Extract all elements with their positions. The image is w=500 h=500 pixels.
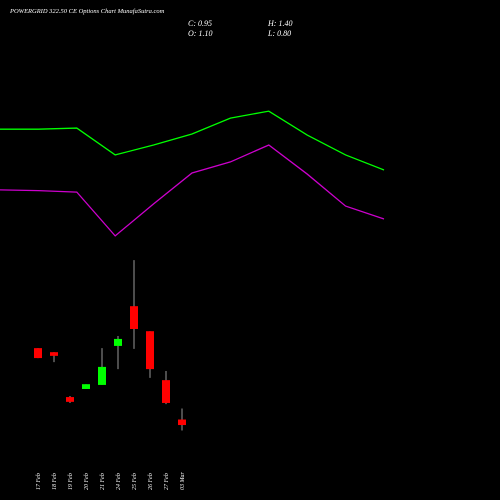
chart-title: POWERGRID 322.50 CE Options Chart Munafa… bbox=[9, 8, 165, 15]
x-tick-label: 24 Feb bbox=[115, 473, 122, 490]
candle-body bbox=[178, 419, 186, 426]
candle-body bbox=[34, 348, 42, 359]
x-tick-label: 25 Feb bbox=[132, 473, 138, 490]
x-tick-label: 21 Feb bbox=[100, 473, 106, 490]
candle-body bbox=[98, 366, 106, 385]
x-tick-label: 20 Feb bbox=[84, 473, 90, 490]
header-open: O: 1.10 bbox=[188, 29, 212, 38]
header-low: L: 0.80 bbox=[267, 29, 291, 38]
candle-body bbox=[146, 331, 154, 370]
x-tick-label: 18 Feb bbox=[52, 473, 58, 490]
candle-body bbox=[130, 306, 138, 329]
overlay-line bbox=[0, 110, 385, 171]
x-tick-label: 27 Feb bbox=[164, 473, 170, 490]
candle-body bbox=[50, 352, 58, 356]
x-tick-label: 19 Feb bbox=[68, 473, 74, 490]
overlay-line bbox=[0, 144, 385, 237]
header-high: H: 1.40 bbox=[267, 19, 292, 28]
candle-body bbox=[114, 338, 122, 346]
x-tick-label: 03 Mar bbox=[180, 472, 186, 490]
header-close: C: 0.95 bbox=[188, 19, 212, 28]
candle-body bbox=[66, 397, 74, 402]
candle-body bbox=[82, 384, 90, 389]
x-tick-label: 17 Feb bbox=[36, 473, 42, 490]
x-tick-label: 26 Feb bbox=[148, 473, 154, 490]
candle-body bbox=[162, 380, 170, 403]
